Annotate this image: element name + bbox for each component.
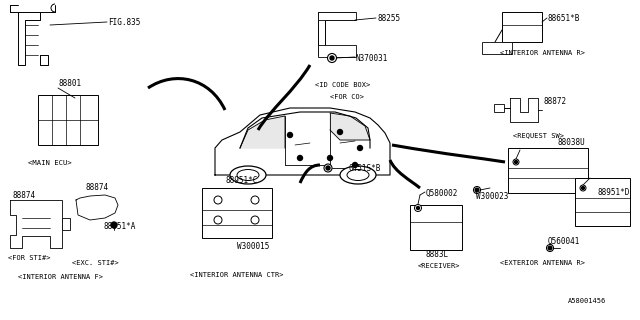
Bar bbox=[494, 104, 504, 112]
Circle shape bbox=[353, 163, 358, 167]
Text: W300015: W300015 bbox=[237, 242, 269, 251]
Ellipse shape bbox=[230, 166, 266, 184]
Text: Q560041: Q560041 bbox=[548, 237, 580, 246]
Text: <MAIN ECU>: <MAIN ECU> bbox=[28, 160, 72, 166]
Text: 0451S*B: 0451S*B bbox=[348, 164, 380, 173]
Text: <EXC. STI#>: <EXC. STI#> bbox=[72, 260, 119, 266]
Text: <INTERIOR ANTENNA R>: <INTERIOR ANTENNA R> bbox=[500, 50, 585, 56]
Circle shape bbox=[513, 159, 519, 165]
Polygon shape bbox=[330, 113, 370, 140]
Bar bbox=[318, 45, 356, 57]
Text: 88951*C: 88951*C bbox=[225, 176, 257, 185]
Polygon shape bbox=[510, 98, 538, 122]
Circle shape bbox=[476, 188, 479, 192]
Circle shape bbox=[326, 166, 330, 170]
Bar bbox=[62, 218, 70, 230]
Bar bbox=[318, 12, 356, 20]
Text: 88874: 88874 bbox=[85, 183, 108, 192]
Bar bbox=[482, 42, 512, 54]
Text: <FOR STI#>: <FOR STI#> bbox=[8, 255, 51, 261]
Circle shape bbox=[330, 56, 334, 60]
Circle shape bbox=[214, 216, 222, 224]
Circle shape bbox=[474, 187, 481, 194]
Text: <INTERIOR ANTENNA F>: <INTERIOR ANTENNA F> bbox=[18, 274, 103, 280]
Text: Q580002: Q580002 bbox=[426, 189, 458, 198]
Text: 88651*A: 88651*A bbox=[103, 222, 136, 231]
Circle shape bbox=[287, 132, 292, 138]
Circle shape bbox=[358, 146, 362, 150]
Bar bbox=[202, 188, 272, 238]
Polygon shape bbox=[215, 108, 390, 175]
Circle shape bbox=[328, 53, 337, 62]
Text: <RECEIVER>: <RECEIVER> bbox=[418, 263, 461, 269]
Text: 88951*D: 88951*D bbox=[598, 188, 630, 197]
Polygon shape bbox=[18, 12, 40, 65]
Ellipse shape bbox=[340, 166, 376, 184]
Ellipse shape bbox=[347, 170, 369, 180]
Text: <REQUEST SW>: <REQUEST SW> bbox=[513, 132, 564, 138]
Circle shape bbox=[415, 204, 422, 212]
Circle shape bbox=[251, 216, 259, 224]
Circle shape bbox=[298, 156, 303, 161]
Bar bbox=[508, 148, 588, 193]
Bar bbox=[502, 12, 542, 42]
Ellipse shape bbox=[237, 170, 259, 180]
Polygon shape bbox=[10, 200, 62, 248]
Text: <EXTERIOR ANTENNA R>: <EXTERIOR ANTENNA R> bbox=[500, 260, 585, 266]
Circle shape bbox=[214, 196, 222, 204]
Text: A58001456: A58001456 bbox=[568, 298, 606, 304]
Circle shape bbox=[111, 222, 117, 228]
Circle shape bbox=[328, 156, 333, 161]
Text: 88872: 88872 bbox=[543, 97, 566, 106]
Text: 88255: 88255 bbox=[377, 14, 400, 23]
Polygon shape bbox=[40, 55, 48, 65]
Circle shape bbox=[417, 206, 419, 210]
Bar bbox=[410, 205, 462, 250]
Circle shape bbox=[337, 130, 342, 134]
Text: 88874: 88874 bbox=[12, 191, 35, 200]
Text: 88651*B: 88651*B bbox=[548, 14, 580, 23]
Text: <FOR CO>: <FOR CO> bbox=[330, 94, 364, 100]
Text: N370031: N370031 bbox=[355, 54, 387, 63]
Text: 88801: 88801 bbox=[58, 79, 81, 88]
Circle shape bbox=[515, 161, 518, 164]
Circle shape bbox=[548, 246, 552, 250]
Circle shape bbox=[580, 185, 586, 191]
Text: <INTERIOR ANTENNA CTR>: <INTERIOR ANTENNA CTR> bbox=[190, 272, 284, 278]
Text: <ID CODE BOX>: <ID CODE BOX> bbox=[315, 82, 371, 88]
Polygon shape bbox=[240, 116, 285, 148]
Bar bbox=[38, 95, 98, 145]
Text: 8883L: 8883L bbox=[425, 250, 448, 259]
Polygon shape bbox=[76, 195, 118, 220]
Circle shape bbox=[324, 164, 332, 172]
Circle shape bbox=[582, 187, 584, 189]
Text: W300023: W300023 bbox=[476, 192, 508, 201]
Text: FIG.835: FIG.835 bbox=[108, 18, 140, 27]
Circle shape bbox=[547, 244, 554, 252]
Circle shape bbox=[251, 196, 259, 204]
Polygon shape bbox=[318, 12, 355, 55]
Bar bbox=[575, 178, 630, 226]
Text: 88038U: 88038U bbox=[558, 138, 586, 147]
